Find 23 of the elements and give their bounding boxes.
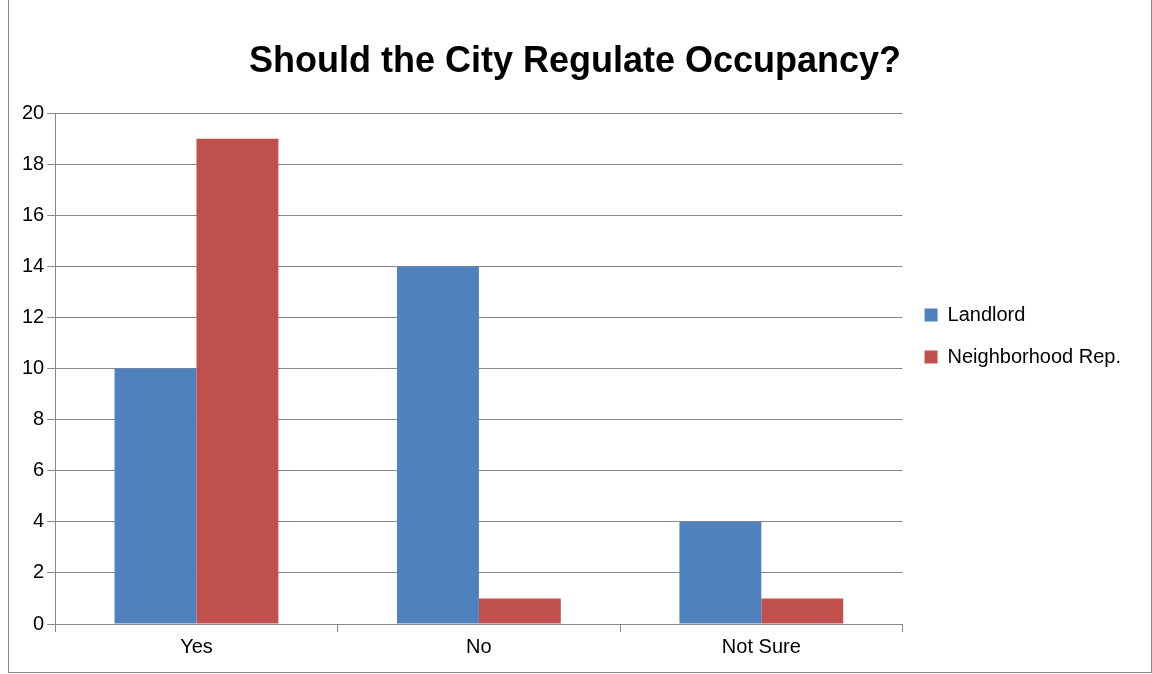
- y-tick-label: 14: [22, 253, 45, 276]
- y-tick-label: 2: [33, 560, 45, 583]
- y-tick-label: 12: [22, 305, 45, 328]
- y-tick-label: 0: [33, 611, 45, 634]
- y-tick-label: 18: [22, 151, 45, 174]
- bar: [478, 598, 561, 624]
- x-tick-label: Not Sure: [721, 634, 801, 657]
- x-tick-label: Yes: [180, 634, 213, 657]
- y-tick-label: 10: [22, 356, 45, 379]
- y-tick-label: 8: [33, 407, 45, 430]
- y-tick-label: 4: [33, 509, 45, 532]
- y-tick-label: 20: [22, 100, 45, 123]
- bar: [114, 368, 197, 624]
- legend-label: Neighborhood Rep.: [947, 344, 1122, 367]
- bar: [196, 138, 279, 624]
- x-tick-label: No: [466, 634, 492, 657]
- chart-title: Should the City Regulate Occupancy?: [248, 38, 902, 80]
- bar: [761, 598, 844, 624]
- bar: [679, 521, 762, 624]
- legend-label: Landlord: [947, 302, 1026, 325]
- y-tick-label: 6: [33, 458, 45, 481]
- y-tick-label: 16: [22, 202, 45, 225]
- bar: [396, 266, 479, 624]
